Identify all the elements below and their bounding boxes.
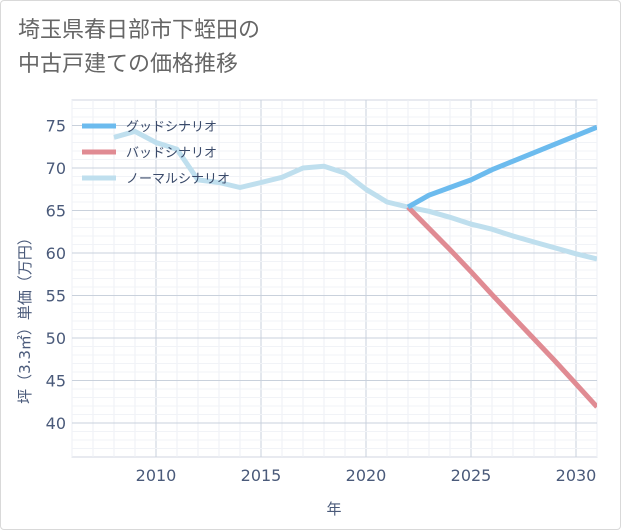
legend-label-0: グッドシナリオ [126, 120, 217, 135]
legend-label-1: バッドシナリオ [126, 146, 217, 161]
grid [71, 99, 598, 458]
y-tick-label: 65 [46, 202, 66, 221]
y-axis-label: 坪（3.3㎡）単価（万円） [16, 230, 34, 404]
series-lines [113, 124, 597, 409]
x-tick-label: 2030 [556, 466, 597, 485]
y-tick-label: 55 [46, 287, 66, 306]
y-tick-label: 40 [46, 414, 66, 433]
series-line-1 [406, 205, 597, 409]
y-tick-label: 45 [46, 372, 66, 391]
x-axis-ticks: 2010 2015 2020 2025 2030 [136, 466, 597, 485]
y-tick-label: 60 [46, 244, 66, 263]
y-tick-label: 50 [46, 329, 66, 348]
legend-label-2: ノーマルシナリオ [126, 172, 230, 187]
x-tick-label: 2010 [136, 466, 177, 485]
chart-title: 埼玉県春日部市下蛭田の 中古戸建ての価格推移 [18, 14, 260, 82]
y-tick-label: 75 [46, 117, 66, 136]
y-axis-ticks: 40 45 50 55 60 65 70 75 [46, 117, 66, 434]
y-tick-label: 70 [46, 159, 66, 178]
series-line-2 [113, 128, 597, 262]
x-tick-label: 2020 [346, 466, 387, 485]
series-line-0 [406, 124, 597, 210]
chart-title-line-1: 埼玉県春日部市下蛭田の [18, 18, 261, 43]
x-tick-label: 2025 [451, 466, 492, 485]
x-tick-label: 2015 [241, 466, 282, 485]
x-axis-label: 年 [326, 500, 341, 518]
chart-title-line-2: 中古戸建ての価格推移 [18, 52, 239, 77]
